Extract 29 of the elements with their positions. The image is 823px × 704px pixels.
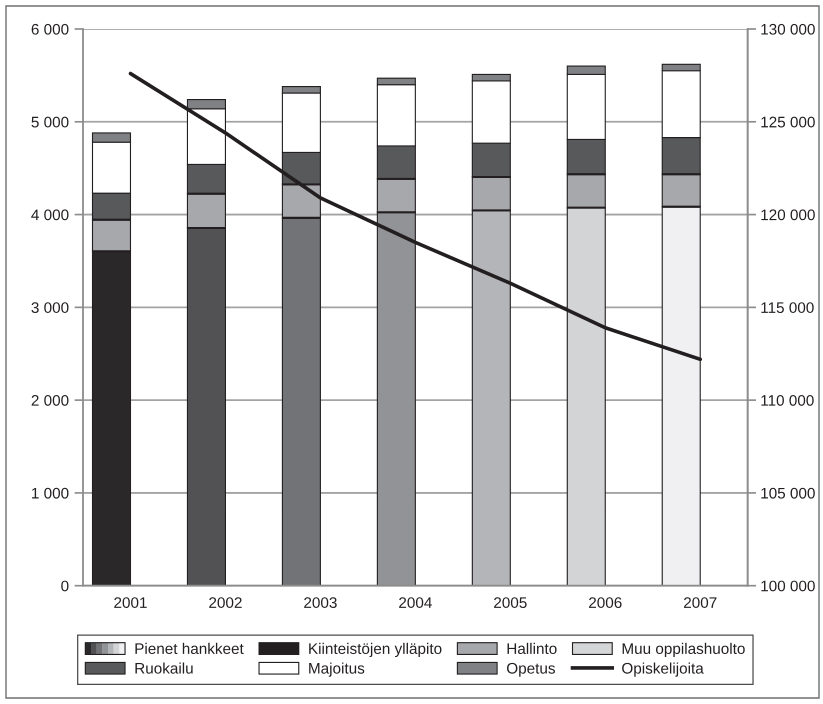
legend-label: Kiinteistöjen ylläpito <box>309 642 442 658</box>
legend-label: Hallinto <box>508 642 557 654</box>
y-tick-label: 6 000 <box>32 24 69 35</box>
x-tick-label: 2001 <box>114 597 147 608</box>
y-tick-label: 5 000 <box>31 116 69 128</box>
legend-label: Muu oppilashuolto <box>622 642 745 658</box>
x-tick-label: 2006 <box>589 597 622 608</box>
y2-tick-label: 100 000 <box>761 580 815 592</box>
y-tick-label: 2 000 <box>32 395 69 406</box>
legend-label: Opiskelijoita <box>622 662 704 677</box>
y-tick-label: 4 000 <box>31 209 69 220</box>
x-tick-label: 2005 <box>494 597 527 608</box>
y2-tick-label: 110 000 <box>761 395 814 406</box>
y-tick-label: 1 000 <box>32 488 69 499</box>
legend-label: Pienet hankkeet <box>135 642 244 654</box>
y2-tick-label: 125 000 <box>761 116 815 128</box>
x-tick-label: 2004 <box>399 597 432 608</box>
legend-label: Ruokailu <box>135 662 193 674</box>
legend-label: Majoitus <box>309 662 364 677</box>
x-tick-label: 2002 <box>209 597 242 608</box>
x-tick-label: 2003 <box>304 597 337 608</box>
x-tick-label: 2007 <box>684 597 716 608</box>
y-tick-label: 3 000 <box>31 302 69 314</box>
legend-label: Opetus <box>507 662 555 677</box>
y2-tick-label: 115 000 <box>761 302 814 314</box>
y2-tick-label: 105 000 <box>761 488 815 499</box>
y2-tick-label: 120 000 <box>761 209 815 220</box>
y-tick-label: 0 <box>61 580 69 592</box>
y2-tick-label: 130 000 <box>761 24 815 35</box>
